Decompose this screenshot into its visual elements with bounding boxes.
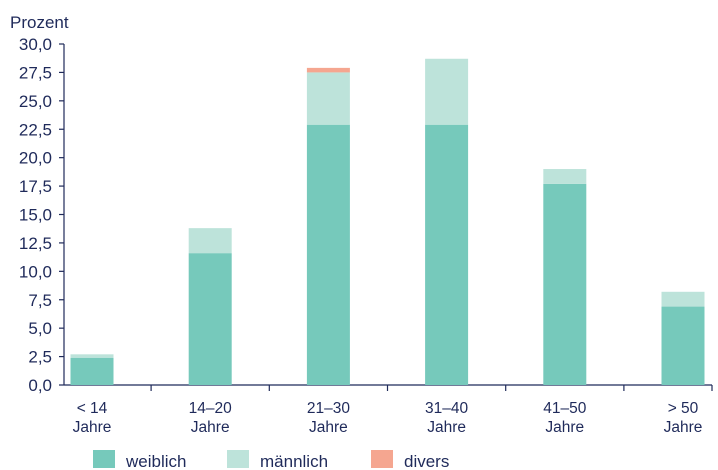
y-tick-label: 7,5 bbox=[28, 291, 52, 310]
x-tick-label-unit: Jahre bbox=[73, 419, 112, 436]
y-tick-label: 12,5 bbox=[19, 234, 52, 253]
y-tick-label: 10,0 bbox=[19, 262, 52, 281]
legend-label-divers: divers bbox=[404, 452, 449, 470]
legend-swatch-divers bbox=[371, 450, 393, 468]
bar-männlich bbox=[543, 169, 587, 184]
legend-label-weiblich: weiblich bbox=[125, 452, 186, 470]
x-tick-label: > 50 bbox=[668, 400, 699, 417]
legend: weiblich männlich divers bbox=[93, 450, 449, 470]
y-tick-label: 25,0 bbox=[19, 92, 52, 111]
bar-weiblich bbox=[188, 253, 232, 385]
bar-weiblich bbox=[425, 124, 469, 385]
y-tick-label: 30,0 bbox=[19, 35, 52, 54]
y-tick-label: 5,0 bbox=[28, 319, 52, 338]
y-tick-label: 0,0 bbox=[28, 376, 52, 395]
bar-männlich bbox=[661, 291, 705, 307]
legend-swatch-weiblich bbox=[93, 450, 115, 468]
x-tick-label: 21–30 bbox=[307, 400, 350, 417]
y-tick-label: 20,0 bbox=[19, 149, 52, 168]
bars bbox=[70, 58, 705, 385]
bar-weiblich bbox=[543, 183, 587, 385]
x-tick-label: 31–40 bbox=[425, 400, 468, 417]
y-tick-label: 2,5 bbox=[28, 348, 52, 367]
y-tick-label: 17,5 bbox=[19, 177, 52, 196]
x-tick-label-unit: Jahre bbox=[664, 419, 703, 436]
y-tick-label: 27,5 bbox=[19, 63, 52, 82]
legend-swatch-männlich bbox=[227, 450, 249, 468]
bar-männlich bbox=[306, 72, 350, 125]
y-axis: 0,0 2,5 5,0 7,5 10,0 12,5 15,0 17,5 20,0 22,5 25,0… bbox=[19, 35, 65, 395]
y-tick-label: 15,0 bbox=[19, 206, 52, 225]
bar-weiblich bbox=[70, 357, 114, 385]
bar-männlich bbox=[188, 228, 232, 254]
bar-weiblich bbox=[661, 306, 705, 385]
bar-männlich bbox=[425, 58, 469, 125]
x-tick-label-unit: Jahre bbox=[545, 419, 584, 436]
x-axis bbox=[64, 384, 713, 391]
legend-label-männlich: männlich bbox=[260, 452, 328, 470]
y-axis-title: Prozent bbox=[10, 13, 69, 32]
bar-divers bbox=[306, 67, 350, 73]
x-tick-label-unit: Jahre bbox=[309, 419, 348, 436]
x-axis-labels: < 14 Jahre 14–20 Jahre 21–30 Jahre 31–40 Jahre 4… bbox=[73, 400, 703, 436]
x-tick-label: 41–50 bbox=[543, 400, 586, 417]
y-tick-label: 22,5 bbox=[19, 120, 52, 139]
x-tick-label-unit: Jahre bbox=[191, 419, 230, 436]
bar-männlich bbox=[70, 354, 114, 358]
x-tick-label: < 14 bbox=[77, 400, 108, 417]
x-tick-label: 14–20 bbox=[189, 400, 232, 417]
x-tick-label-unit: Jahre bbox=[427, 419, 466, 436]
bar-weiblich bbox=[306, 124, 350, 385]
